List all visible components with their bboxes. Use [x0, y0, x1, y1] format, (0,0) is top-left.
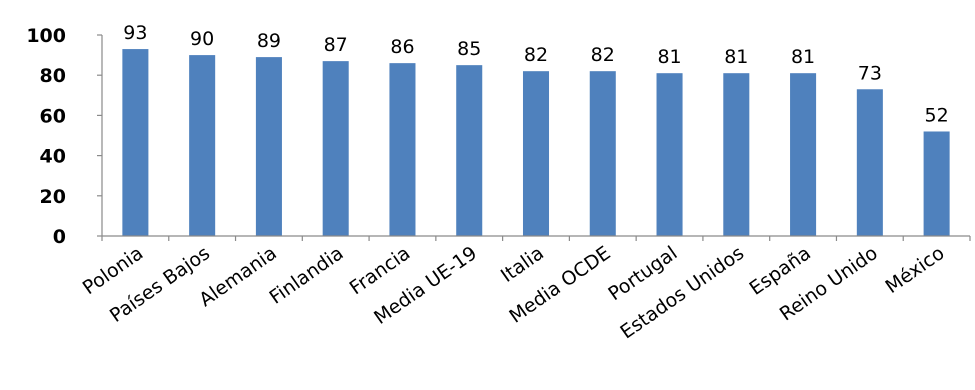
y-axis: 0 20 40 60 80 100	[26, 25, 103, 248]
bar	[122, 49, 149, 236]
bar	[389, 63, 416, 236]
bar	[790, 73, 817, 236]
data-label: 90	[190, 28, 214, 50]
bars: 93 90 89 87 86 85 82 82 81 81 81 73 52	[122, 22, 950, 237]
y-tick-label: 40	[40, 146, 66, 168]
bar	[255, 57, 282, 236]
y-tick-label: 80	[40, 65, 66, 87]
y-tick-label: 20	[40, 186, 66, 208]
bar	[189, 55, 216, 236]
y-tick-label: 0	[53, 226, 66, 248]
bar	[656, 73, 683, 236]
data-label: 81	[657, 46, 681, 68]
data-label: 89	[257, 30, 281, 52]
data-label: 85	[457, 38, 481, 60]
bar	[856, 89, 883, 237]
bar	[322, 61, 349, 236]
data-label: 81	[724, 46, 748, 68]
y-tick-label: 100	[26, 25, 66, 47]
bar	[522, 71, 550, 237]
bar	[923, 131, 950, 236]
data-label: 87	[324, 34, 348, 56]
data-label: 82	[524, 44, 548, 66]
data-label: 82	[591, 44, 615, 66]
bar	[456, 65, 483, 237]
data-label: 86	[390, 36, 414, 58]
category-label: Italia	[497, 242, 548, 287]
category-label: México	[882, 242, 949, 298]
data-label: 93	[123, 22, 147, 44]
bar	[723, 73, 750, 236]
category-label: Estados Unidos	[616, 242, 748, 343]
bar	[589, 71, 616, 237]
category-label: Finlandia	[265, 242, 347, 309]
y-tick-label: 60	[40, 105, 66, 127]
data-label: 81	[791, 46, 815, 68]
data-label: 73	[858, 62, 882, 84]
data-label: 52	[925, 104, 949, 126]
